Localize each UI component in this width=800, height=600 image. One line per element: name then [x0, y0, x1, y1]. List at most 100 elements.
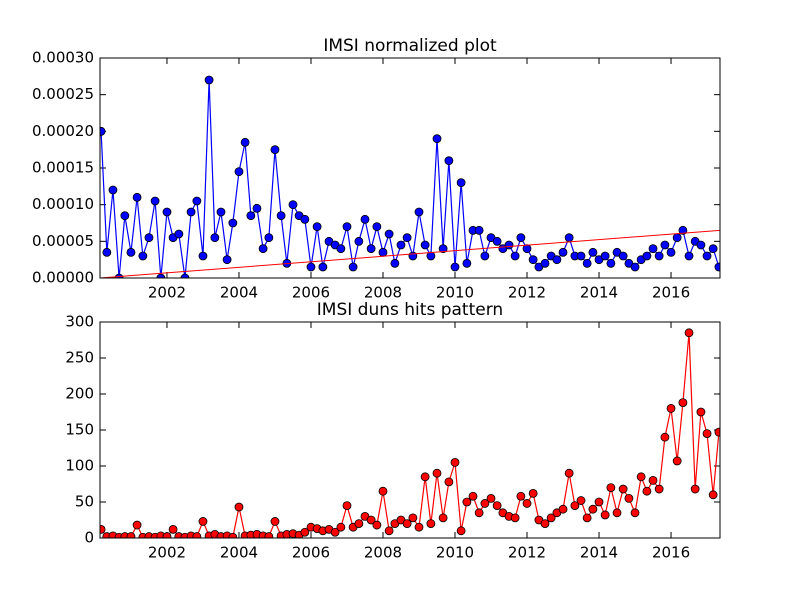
data-point: [438, 244, 448, 254]
plot-area: [100, 328, 720, 538]
data-point: [342, 222, 352, 232]
data-point: [168, 524, 178, 534]
data-point: [108, 185, 118, 195]
data-point: [480, 499, 490, 508]
data-point: [366, 244, 376, 254]
data-point: [126, 247, 136, 257]
data-point: [396, 240, 406, 250]
data-point: [438, 513, 448, 523]
data-point: [708, 490, 718, 500]
data-point: [516, 491, 526, 501]
data-point: [480, 251, 490, 261]
data-point: [606, 483, 616, 493]
data-point: [198, 251, 208, 261]
axes-frame: [99, 321, 721, 539]
data-point: [666, 403, 676, 413]
data-point: [474, 508, 484, 518]
y-tick-label: 100: [65, 457, 94, 475]
data-point: [402, 519, 412, 528]
data-point: [684, 251, 694, 261]
data-point: [624, 493, 634, 503]
data-point: [540, 519, 550, 528]
data-point: [510, 251, 520, 261]
data-point: [336, 522, 346, 532]
data-point: [618, 251, 628, 261]
data-point: [558, 504, 568, 514]
data-point: [414, 522, 424, 532]
data-point: [594, 497, 604, 507]
data-point: [228, 532, 238, 538]
data-point: [378, 247, 388, 257]
x-tick-label: 2006: [292, 544, 330, 562]
y-tick-label: 150: [65, 421, 94, 439]
data-point: [258, 244, 268, 254]
data-point: [132, 192, 142, 202]
data-point: [708, 244, 718, 254]
data-point: [516, 233, 526, 243]
data-point: [618, 484, 628, 494]
data-point: [558, 247, 568, 257]
x-tick-label: 2004: [220, 544, 258, 562]
data-point: [582, 258, 592, 268]
data-point: [342, 501, 352, 511]
data-point: [126, 532, 136, 538]
data-point: [474, 225, 484, 235]
data-point: [672, 456, 682, 466]
data-point: [234, 502, 244, 512]
data-point: [210, 233, 220, 243]
data-point: [468, 491, 478, 501]
data-point: [576, 251, 586, 261]
data-point: [426, 251, 436, 261]
data-point: [666, 247, 676, 257]
data-point: [264, 532, 274, 538]
data-point: [330, 527, 340, 537]
data-point: [408, 513, 418, 523]
x-tick-label: 2006: [292, 284, 330, 302]
data-point: [180, 273, 190, 278]
data-point: [696, 240, 706, 250]
data-point: [348, 262, 358, 272]
data-point: [408, 251, 418, 261]
y-tick-label: 0.00020: [32, 122, 94, 140]
data-point: [120, 211, 130, 221]
data-point: [600, 510, 610, 520]
x-tick-label: 2004: [220, 284, 258, 302]
data-point: [456, 178, 466, 188]
data-point: [546, 513, 556, 523]
data-point: [462, 258, 472, 268]
data-point: [678, 398, 688, 408]
x-tick-label: 2008: [364, 544, 402, 562]
data-point: [198, 517, 208, 526]
data-point: [648, 244, 658, 254]
data-point: [360, 214, 370, 224]
data-point: [354, 519, 364, 528]
y-tick-label: 0.00015: [32, 159, 94, 177]
data-point: [390, 258, 400, 268]
data-point: [492, 236, 502, 246]
data-point: [252, 203, 262, 213]
data-point: [588, 504, 598, 514]
data-point: [540, 258, 550, 268]
data-point: [234, 167, 244, 177]
data-point: [564, 468, 574, 478]
data-point: [654, 484, 664, 494]
data-point: [300, 527, 310, 537]
y-tick-label: 0.00025: [32, 85, 94, 103]
data-point: [690, 484, 700, 494]
data-point: [270, 145, 280, 155]
data-point: [642, 486, 652, 496]
data-point: [456, 526, 466, 536]
y-tick-label: 0.00030: [32, 49, 94, 67]
data-point: [552, 255, 562, 265]
data-point: [504, 240, 514, 250]
data-point: [174, 229, 184, 239]
data-point: [100, 524, 106, 534]
data-point: [150, 196, 160, 206]
data-point: [420, 472, 430, 482]
y-tick-label: 250: [65, 349, 94, 367]
data-point: [192, 532, 202, 538]
data-point: [336, 244, 346, 254]
data-point: [318, 262, 328, 272]
data-point: [222, 255, 232, 265]
y-tick-label: 50: [75, 493, 94, 511]
